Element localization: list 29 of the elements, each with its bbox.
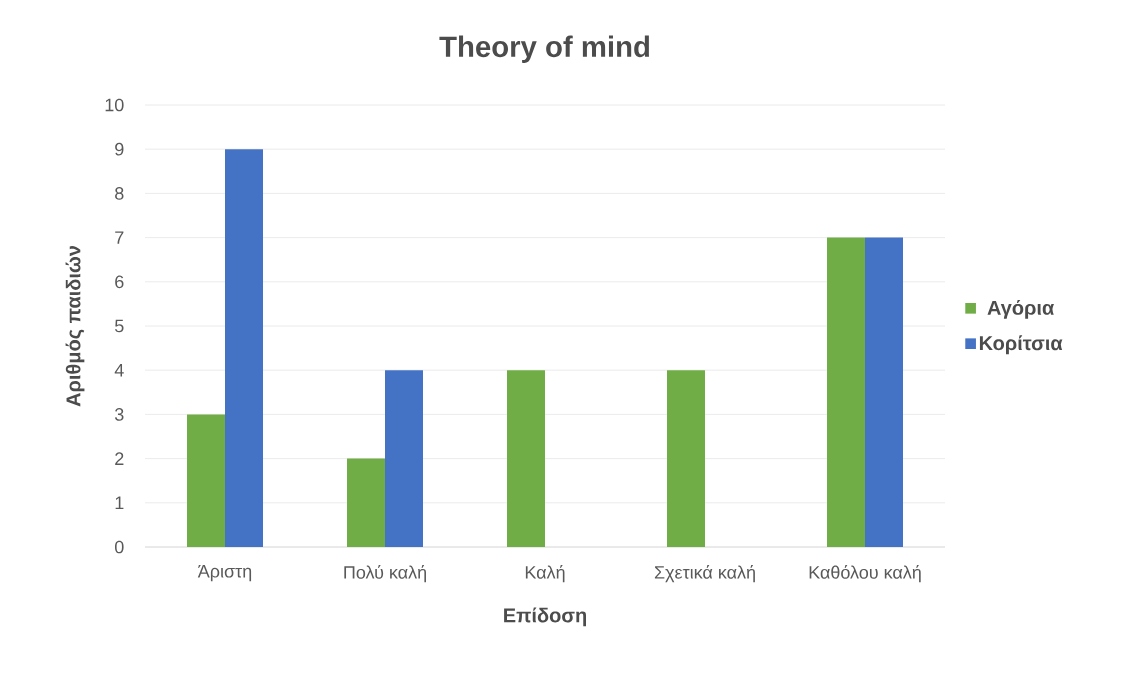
x-tick-label: Πολύ καλή — [344, 565, 426, 583]
y-tick-label: 10 — [105, 98, 124, 112]
x-tick-label: Σχετικά καλή — [654, 565, 755, 583]
bar — [827, 237, 866, 547]
chart-title: Theory of mind — [439, 35, 649, 63]
bar — [865, 237, 904, 547]
x-tick-label: Καλή — [525, 565, 565, 583]
y-tick-label: 0 — [114, 540, 124, 554]
y-tick-label: 4 — [114, 364, 124, 377]
y-tick-label: 3 — [114, 408, 124, 421]
legend-label: Αγόρια — [987, 299, 1055, 319]
y-tick-label: 8 — [115, 187, 124, 200]
legend-label: Κορίτσια — [979, 335, 1063, 355]
y-axis-title: Αριθμός παιδιών — [65, 245, 85, 407]
y-tick-label: 7 — [115, 231, 124, 244]
bar — [385, 370, 423, 547]
y-tick-label: 6 — [115, 275, 124, 289]
x-tick-label: Άριστη — [197, 565, 252, 582]
x-axis-title: Επίδοση — [504, 607, 586, 627]
x-tick-label: Καθόλου καλή — [809, 565, 921, 583]
bar — [667, 370, 706, 547]
bar — [347, 458, 386, 547]
y-tick-label: 5 — [114, 319, 124, 333]
bar — [187, 414, 225, 547]
y-tick-label: 9 — [115, 142, 124, 156]
bar — [225, 149, 264, 547]
y-tick-label: 1 — [115, 496, 124, 509]
bar — [507, 370, 545, 547]
y-tick-label: 2 — [115, 452, 124, 465]
